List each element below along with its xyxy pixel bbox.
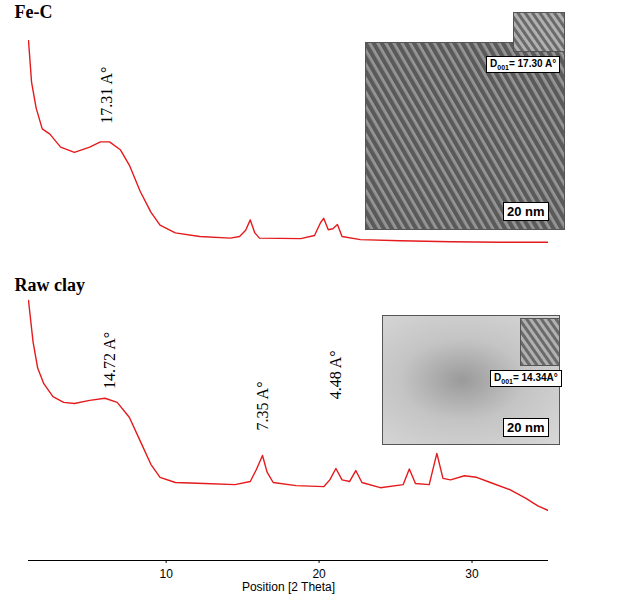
- html-text:D001= 14.34A°: D001= 14.34A°: [494, 372, 558, 385]
- svg-text:Position [2 Theta]: Position [2 Theta]: [242, 580, 335, 594]
- html-text:20 nm: 20 nm: [507, 204, 545, 219]
- svg-text:Fe-C: Fe-C: [15, 2, 53, 22]
- svg-text:20: 20: [312, 567, 326, 581]
- html-text:D001= 17.30 A°: D001= 17.30 A°: [490, 58, 557, 71]
- svg-text:4.48 A°: 4.48 A°: [327, 350, 344, 399]
- svg-text:30: 30: [465, 567, 479, 581]
- svg-text:10: 10: [159, 567, 173, 581]
- svg-text:14.72 A°: 14.72 A°: [101, 332, 118, 389]
- svg-text:17.31 A°: 17.31 A°: [98, 67, 115, 124]
- html-text:20 nm: 20 nm: [507, 420, 545, 435]
- svg-text:Raw clay: Raw clay: [15, 275, 86, 295]
- svg-text:7.35 A°: 7.35 A°: [254, 381, 271, 430]
